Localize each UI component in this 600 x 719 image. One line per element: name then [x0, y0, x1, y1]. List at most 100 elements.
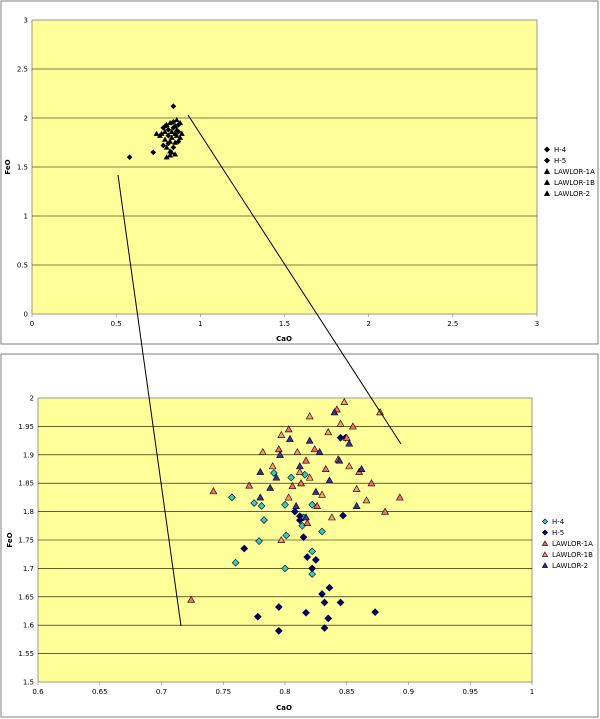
data-point: [165, 140, 172, 147]
detail-y-axis-label: FeO: [6, 532, 14, 547]
legend-entry: LAWLOR-2: [552, 562, 588, 570]
data-point: [277, 535, 286, 544]
data-point: [268, 462, 277, 470]
data-point: [325, 476, 334, 484]
zoom-connector-left: [117, 174, 182, 627]
data-point: [303, 553, 312, 561]
legend-entry: LAWLOR-1A: [554, 168, 595, 176]
y-tick-label: 1: [24, 213, 28, 221]
data-point: [168, 128, 175, 134]
data-point: [254, 612, 262, 621]
data-point: [342, 433, 351, 441]
legend-entry: LAWLOR-1A: [552, 540, 593, 548]
detail-legend: H-4 H-5 LAWLOR-1A LAWLOR-1B LAWLOR-2: [541, 518, 593, 570]
data-point: [313, 501, 322, 509]
y-tick-label: 1.5: [17, 164, 28, 172]
data-point: [173, 132, 180, 138]
data-point: [299, 533, 308, 541]
data-point: [274, 445, 283, 453]
data-point: [293, 447, 302, 455]
data-point: [158, 130, 165, 136]
y-tick-label: 3: [24, 17, 28, 25]
data-point: [288, 482, 297, 490]
y-tick-label: 1.55: [18, 650, 34, 658]
x-tick-label: 1: [530, 688, 534, 696]
y-tick-label: 1.5: [23, 679, 34, 687]
data-point: [302, 513, 310, 521]
data-point: [172, 139, 178, 145]
data-point: [167, 148, 173, 154]
y-tick-label: 1.65: [18, 593, 34, 601]
data-point: [312, 556, 320, 564]
legend-entry: LAWLOR-1B: [554, 179, 595, 187]
data-point: [275, 603, 283, 611]
data-point: [282, 531, 291, 540]
data-point: [173, 116, 180, 123]
overview-y-tick-labels: 0 0.5 1 1.5 2 2.5 3: [17, 17, 28, 319]
data-point: [328, 513, 336, 521]
data-point: [352, 501, 361, 509]
legend-entry: LAWLOR-1B: [552, 551, 593, 559]
data-point: [277, 430, 286, 438]
data-point: [305, 473, 314, 481]
data-point: [305, 436, 314, 444]
data-point: [281, 564, 289, 573]
overview-x-axis-label: CaO: [276, 335, 292, 343]
data-point: [320, 598, 329, 607]
data-point: [335, 456, 344, 464]
legend-marker: [543, 157, 551, 164]
data-point: [311, 487, 320, 495]
data-point: [381, 507, 389, 515]
detail-x-axis-label: CaO: [276, 704, 292, 712]
data-point: [160, 142, 167, 149]
data-point: [245, 481, 254, 489]
y-tick-label: 1.8: [23, 508, 34, 516]
data-point: [162, 128, 168, 134]
data-point: [170, 144, 177, 151]
data-point: [321, 464, 330, 473]
x-tick-label: 0.85: [339, 688, 355, 696]
y-tick-label: 0.5: [17, 262, 28, 270]
data-point: [308, 570, 316, 578]
data-point: [150, 149, 157, 156]
data-point: [302, 608, 310, 617]
data-point: [315, 447, 324, 455]
x-tick-label: 3: [535, 320, 539, 328]
x-tick-label: 0.95: [462, 688, 478, 696]
data-point: [168, 134, 175, 140]
data-point: [330, 408, 339, 416]
x-tick-label: 1.5: [279, 320, 290, 328]
overview-legend: H-4 H-5 LAWLOR-1A LAWLOR-1B LAWLOR-2: [543, 146, 595, 198]
data-point: [175, 138, 182, 145]
data-point: [256, 493, 265, 501]
data-point: [325, 583, 334, 592]
y-tick-label: 1.9: [23, 451, 34, 459]
x-tick-label: 0.65: [92, 688, 108, 696]
x-tick-label: 0: [30, 320, 34, 328]
data-point: [286, 434, 294, 442]
data-point: [266, 483, 275, 491]
legend-marker: [543, 179, 551, 185]
data-point: [250, 499, 258, 507]
data-point: [295, 467, 304, 475]
data-point: [336, 419, 345, 427]
data-point: [302, 456, 310, 464]
legend-entry: H-5: [552, 529, 564, 537]
data-point: [295, 516, 304, 524]
data-point: [163, 154, 170, 160]
data-point: [292, 501, 301, 509]
data-point: [284, 425, 293, 433]
data-point: [167, 119, 173, 126]
data-point: [276, 450, 284, 458]
data-point: [175, 128, 182, 135]
data-point: [340, 397, 349, 405]
data-point: [228, 493, 236, 502]
data-point: [324, 614, 333, 623]
overview-points: [126, 103, 185, 161]
data-point: [172, 151, 178, 157]
data-point: [167, 152, 173, 158]
data-point: [275, 627, 283, 635]
data-point: [308, 564, 316, 573]
data-point: [308, 547, 316, 556]
data-point: [165, 126, 172, 133]
